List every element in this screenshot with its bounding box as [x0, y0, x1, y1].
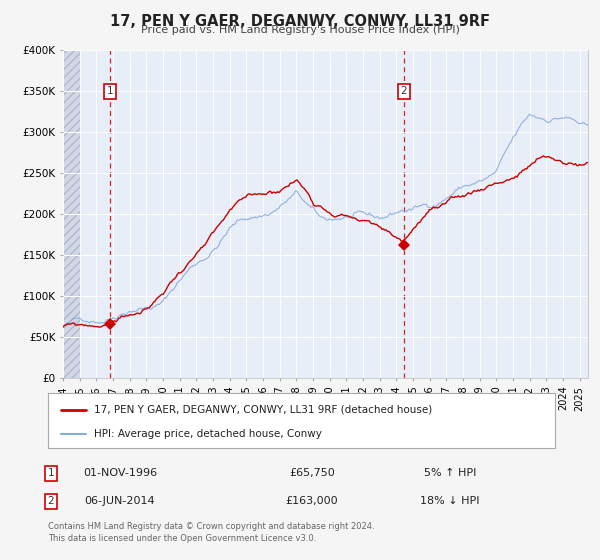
Text: 18% ↓ HPI: 18% ↓ HPI: [420, 496, 480, 506]
Text: Price paid vs. HM Land Registry's House Price Index (HPI): Price paid vs. HM Land Registry's House …: [140, 25, 460, 35]
Text: 01-NOV-1996: 01-NOV-1996: [83, 468, 157, 478]
Text: 17, PEN Y GAER, DEGANWY, CONWY, LL31 9RF: 17, PEN Y GAER, DEGANWY, CONWY, LL31 9RF: [110, 14, 490, 29]
Text: HPI: Average price, detached house, Conwy: HPI: Average price, detached house, Conw…: [94, 430, 322, 439]
Text: 17, PEN Y GAER, DEGANWY, CONWY, LL31 9RF (detached house): 17, PEN Y GAER, DEGANWY, CONWY, LL31 9RF…: [94, 404, 432, 414]
Text: 06-JUN-2014: 06-JUN-2014: [85, 496, 155, 506]
Text: Contains HM Land Registry data © Crown copyright and database right 2024.
This d: Contains HM Land Registry data © Crown c…: [48, 522, 374, 543]
Text: 1: 1: [47, 468, 55, 478]
Text: 2: 2: [47, 496, 55, 506]
Text: 5% ↑ HPI: 5% ↑ HPI: [424, 468, 476, 478]
Text: 1: 1: [107, 86, 113, 96]
Text: £65,750: £65,750: [289, 468, 335, 478]
Text: £163,000: £163,000: [286, 496, 338, 506]
Text: 2: 2: [400, 86, 407, 96]
